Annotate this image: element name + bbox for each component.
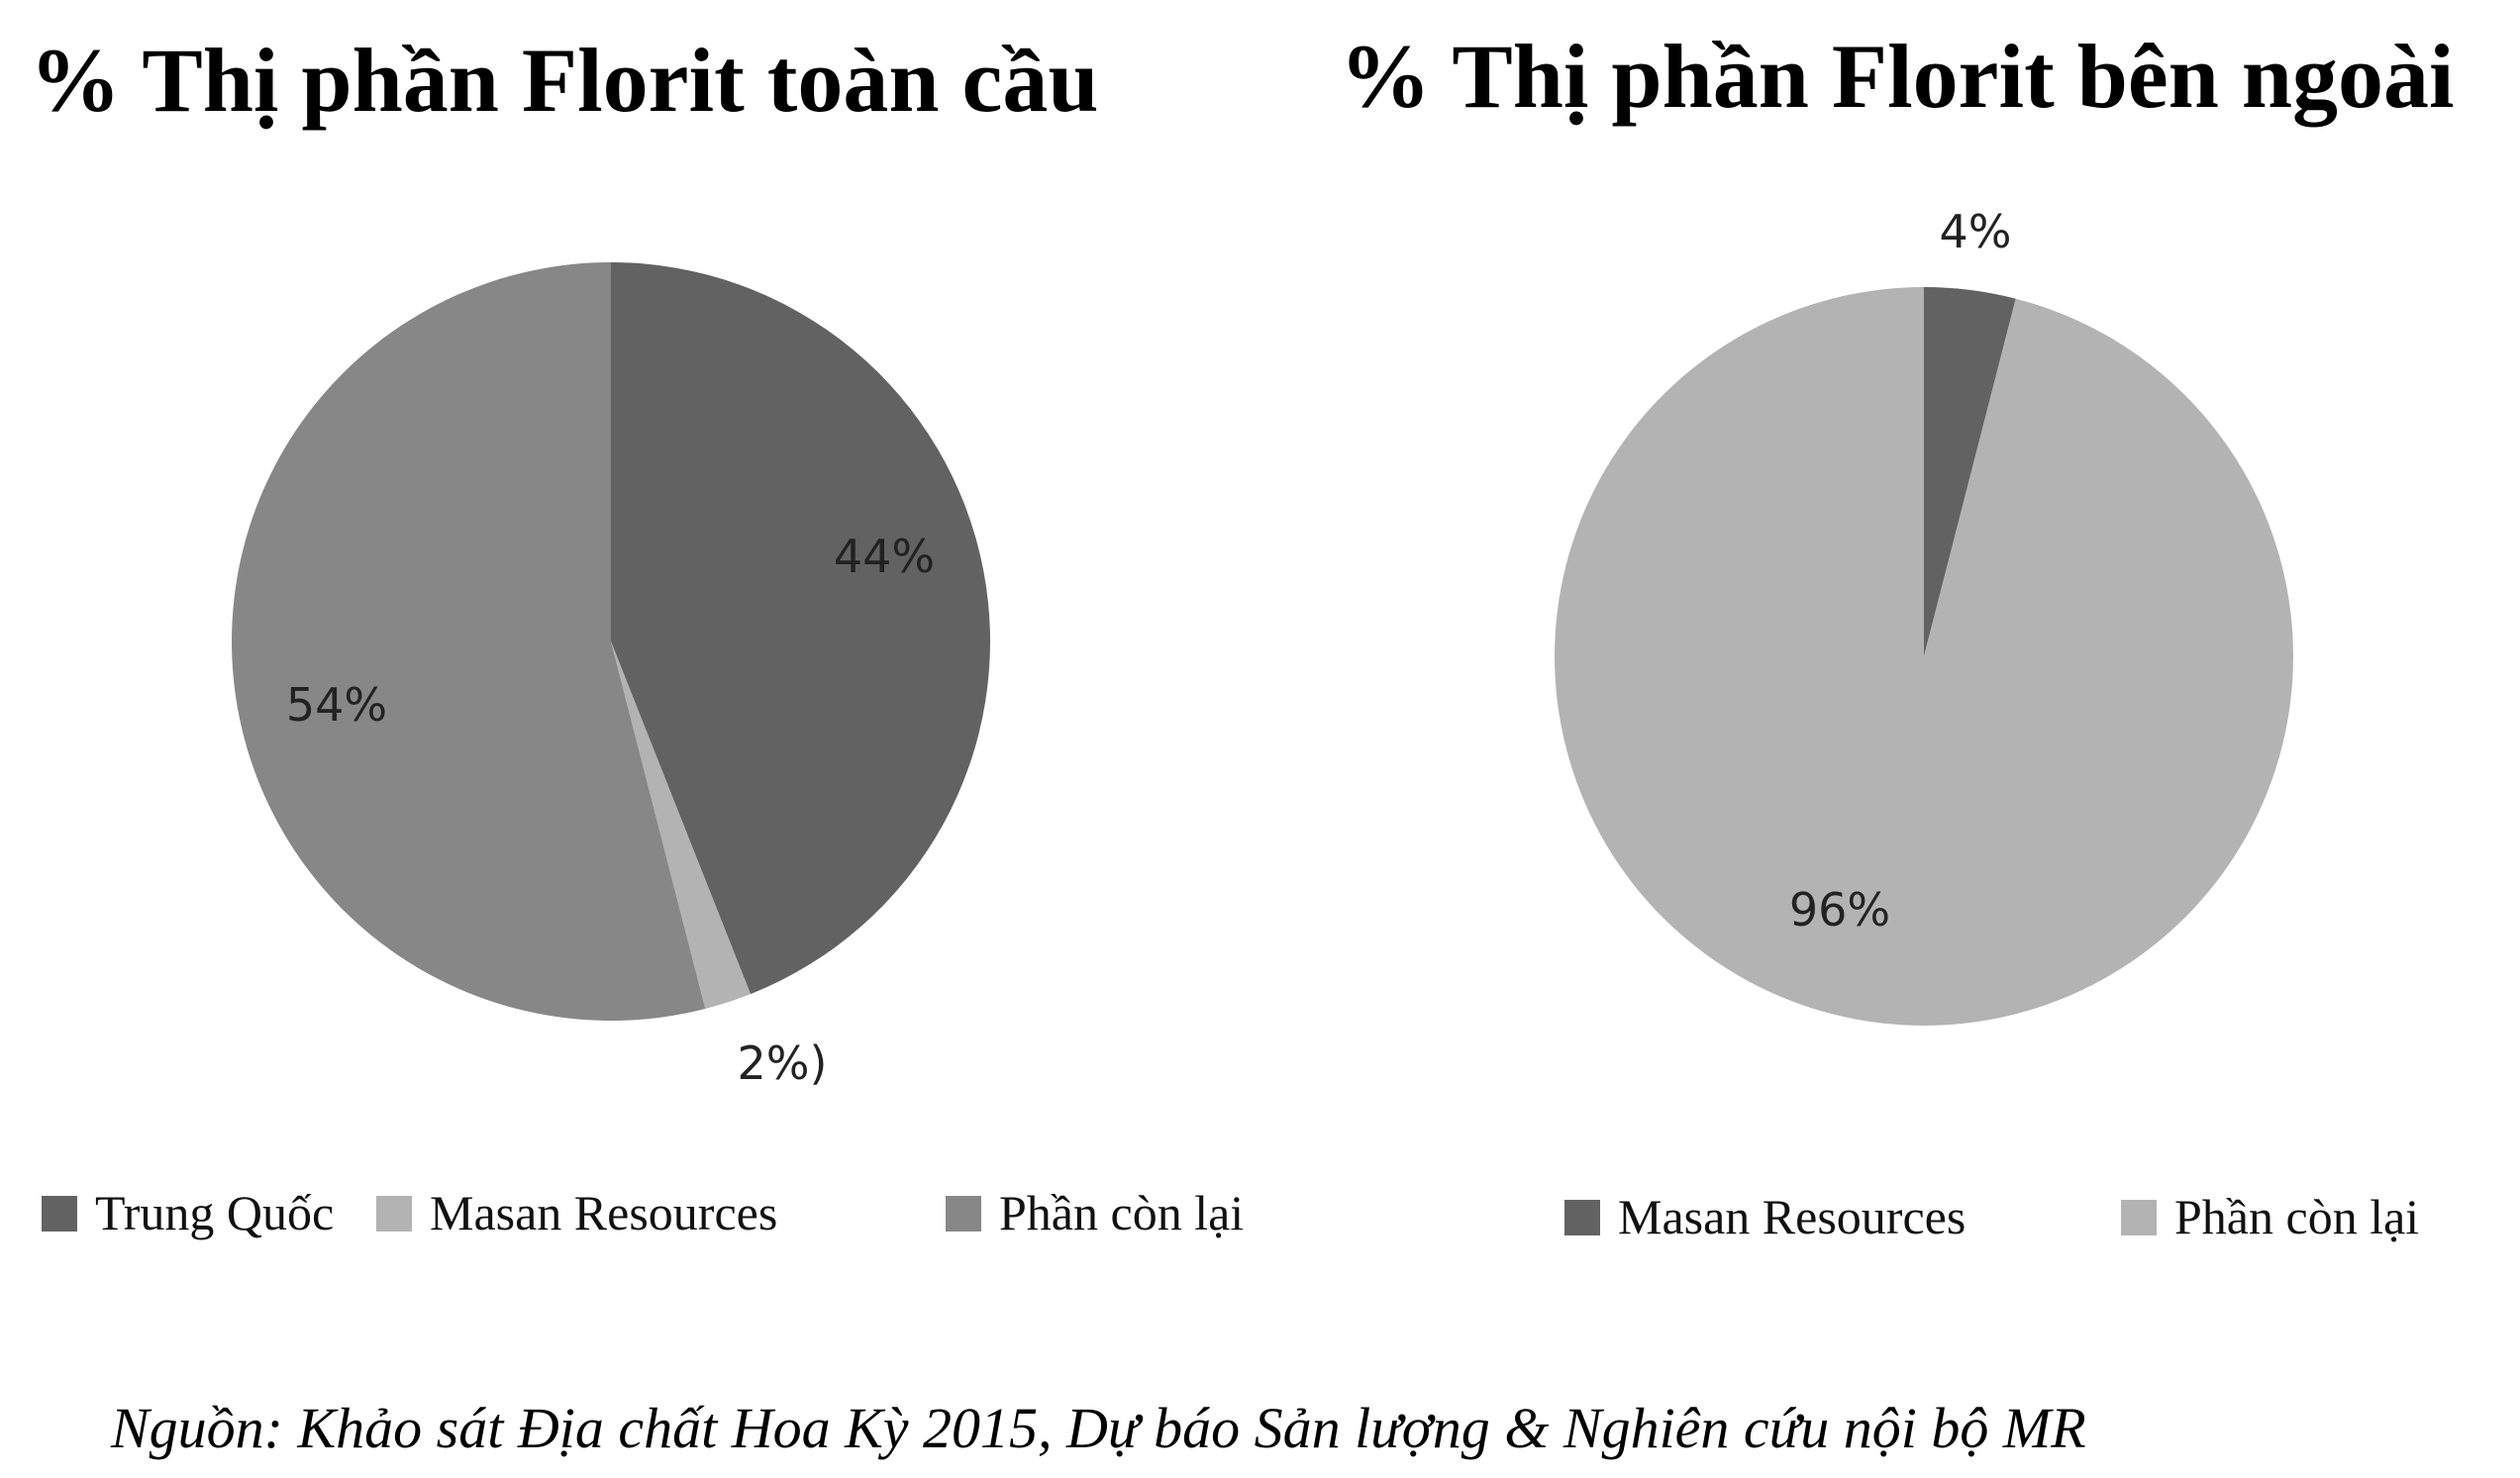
pie-slice-masan-resources bbox=[611, 641, 751, 1009]
pie-slice-phan-con-lai bbox=[1555, 287, 2294, 1026]
data-labels-global: 44% 2%) 54% bbox=[286, 530, 935, 1090]
legend-item-masan-resources: Masan Resources bbox=[376, 1185, 777, 1240]
legend-label: Masan Resources bbox=[1618, 1189, 1966, 1244]
chart-outside: % Thị phần Florit bên ngoài 4% 96% Masan … bbox=[1340, 26, 2455, 1244]
data-label-masan-resources: 2%) bbox=[738, 1036, 828, 1090]
legend-label: Trung Quốc bbox=[95, 1185, 334, 1240]
legend-label: Masan Resources bbox=[430, 1185, 777, 1240]
pie-slice-phan-con-lai bbox=[231, 262, 706, 1021]
chart-title-global: % Thị phần Florit toàn cầu bbox=[30, 30, 1099, 131]
pie-slice-trung-quoc bbox=[611, 262, 990, 995]
legend-item-phan-con-lai: Phần còn lại bbox=[2121, 1189, 2419, 1244]
pie-outside bbox=[1555, 287, 2294, 1026]
legend-outside: Masan Resources Phần còn lại bbox=[1564, 1189, 2419, 1244]
data-label-phan-con-lai: 54% bbox=[286, 678, 387, 732]
legend-swatch bbox=[2121, 1200, 2157, 1235]
legend-item-phan-con-lai: Phần còn lại bbox=[946, 1185, 1244, 1240]
legend-label: Phần còn lại bbox=[2174, 1189, 2419, 1244]
data-label-trung-quoc: 44% bbox=[834, 530, 935, 583]
legend-swatch bbox=[376, 1196, 412, 1232]
pie-global bbox=[231, 262, 990, 1021]
legend-item-masan-resources: Masan Resources bbox=[1564, 1189, 1966, 1244]
data-labels-outside: 4% 96% bbox=[1789, 205, 2012, 936]
legend-global: Trung Quốc Masan Resources Phần còn lại bbox=[42, 1185, 1244, 1240]
data-label-masan-resources: 4% bbox=[1940, 205, 2012, 258]
chart-title-outside: % Thị phần Florit bên ngoài bbox=[1340, 26, 2455, 127]
chart-global: % Thị phần Florit toàn cầu 44% 2%) 54% Tru… bbox=[30, 30, 1244, 1240]
source-note: Nguồn: Khảo sát Địa chất Hoa Kỳ 2015, Dự… bbox=[110, 1396, 2086, 1460]
legend-item-trung-quoc: Trung Quốc bbox=[42, 1185, 334, 1240]
legend-swatch bbox=[42, 1196, 77, 1232]
legend-label: Phần còn lại bbox=[999, 1185, 1244, 1240]
data-label-phan-con-lai: 96% bbox=[1789, 883, 1890, 936]
legend-swatch bbox=[946, 1196, 981, 1232]
pie-slice-masan-resources bbox=[1924, 287, 2016, 656]
legend-swatch bbox=[1564, 1200, 1600, 1235]
